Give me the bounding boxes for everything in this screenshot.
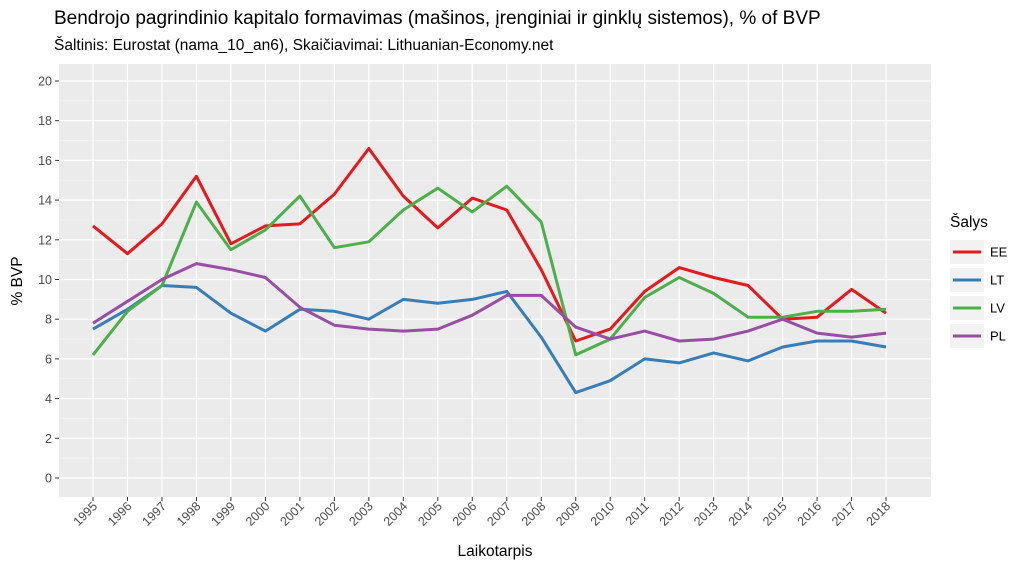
x-tick-label: 2015 — [760, 499, 790, 529]
y-tick-label: 4 — [45, 392, 52, 406]
x-tick-label: 2013 — [691, 499, 721, 529]
x-tick-label: 2011 — [623, 499, 652, 528]
x-tick-label: 2017 — [829, 499, 859, 529]
x-tick-label: 2012 — [657, 499, 687, 529]
x-tick-label: 2004 — [381, 499, 411, 529]
x-tick-label: 1999 — [208, 499, 238, 529]
x-tick-label: 1997 — [140, 499, 170, 529]
y-axis: 0 2 4 6 8 10 12 14 16 18 20 — [38, 75, 59, 486]
y-axis-title: % BVP — [9, 256, 26, 305]
x-tick-label: 1998 — [174, 499, 204, 529]
y-tick-label: 8 — [45, 313, 52, 327]
x-tick-label: 2016 — [795, 499, 825, 529]
x-tick-label: 2014 — [726, 499, 756, 529]
y-tick-label: 18 — [38, 114, 52, 128]
x-tick-label: 2006 — [450, 499, 480, 529]
x-axis: 1995 1996 1997 1998 1999 2000 2001 2002 2003 2004… — [71, 497, 894, 529]
x-tick-label: 1995 — [71, 499, 101, 529]
series-line-pl — [92, 262, 887, 343]
y-tick-label: 12 — [38, 233, 52, 247]
series-line-lv — [91, 184, 887, 357]
y-tick-label: 14 — [38, 194, 52, 208]
series-line-ee — [92, 147, 887, 343]
x-tick-label: 2001 — [277, 499, 307, 529]
x-axis-title: Laikotarpis — [458, 543, 533, 560]
x-tick-label: 1996 — [105, 499, 135, 529]
gridlines — [59, 64, 931, 497]
y-tick-label: 16 — [38, 154, 52, 168]
y-tick-label: 10 — [38, 273, 52, 287]
legend-label-pl: PL — [990, 329, 1006, 344]
x-tick-label: 2003 — [346, 499, 376, 529]
x-tick-label: 2018 — [864, 499, 894, 529]
x-tick-label: 2009 — [553, 499, 583, 529]
y-tick-label: 20 — [38, 75, 52, 89]
chart-title: Bendrojo pagrindinio kapitalo formavimas… — [54, 8, 821, 29]
y-tick-label: 2 — [45, 432, 52, 446]
plot-panel — [59, 64, 931, 497]
x-tick-label: 2005 — [415, 499, 445, 529]
x-tick-label: 2002 — [312, 499, 342, 529]
legend-label-ee: EE — [990, 245, 1008, 260]
legend-label-lt: LT — [990, 273, 1004, 288]
legend-title: Šalys — [950, 214, 988, 231]
x-tick-label: 2000 — [243, 499, 273, 529]
x-tick-label: 2008 — [519, 499, 549, 529]
series-lines — [91, 147, 887, 395]
chart-subtitle: Šaltinis: Eurostat (nama_10_an6), Skaiči… — [54, 37, 554, 54]
y-tick-label: 6 — [45, 352, 52, 366]
series-line-lt — [92, 284, 887, 395]
x-tick-label: 2010 — [588, 499, 618, 529]
y-tick-label: 0 — [45, 472, 52, 486]
x-tick-label: 2007 — [484, 499, 514, 529]
legend: EE LT LV PL — [950, 240, 1008, 348]
legend-label-lv: LV — [990, 301, 1005, 316]
